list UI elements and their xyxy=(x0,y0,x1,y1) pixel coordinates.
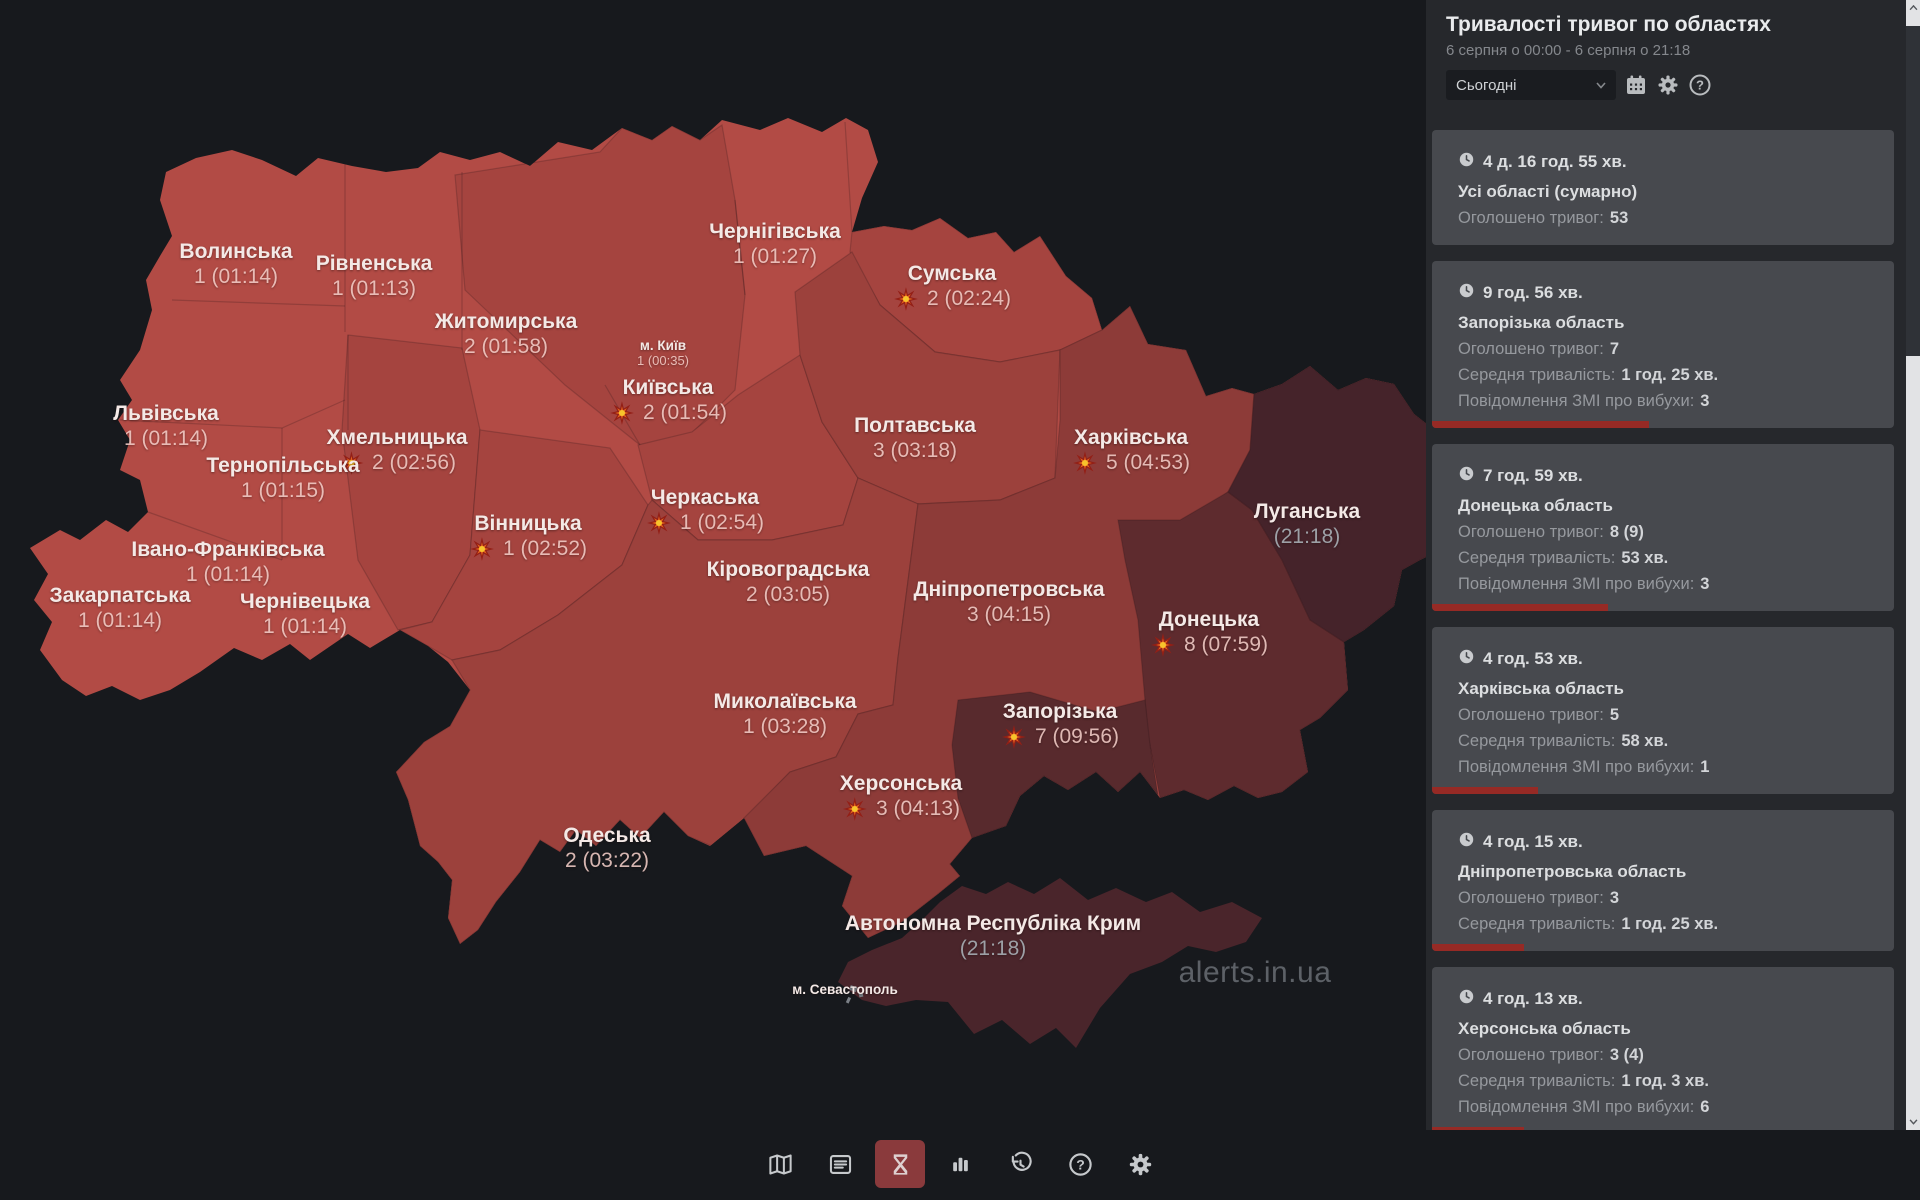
region-cards-list: 4 д. 16 год. 55 хв. Усі області (сумарно… xyxy=(1432,130,1894,1130)
stat-row: Повідомлення ЗМІ про вибухи: 6 xyxy=(1458,1098,1710,1116)
region-name: Усі області (сумарно) xyxy=(1458,182,1638,201)
bar-chart-icon[interactable] xyxy=(935,1140,985,1188)
oblast-borders xyxy=(119,121,853,561)
region-zaporizhzhia[interactable] xyxy=(951,691,1159,839)
help-icon[interactable]: ? xyxy=(1055,1140,1105,1188)
duration-text: 4 д. 16 год. 55 хв. xyxy=(1483,152,1627,171)
duration-bar xyxy=(1432,421,1650,428)
stat-row: Середня тривалість: 1 год. 25 хв. xyxy=(1458,366,1719,384)
region-sumy[interactable] xyxy=(849,217,1103,363)
region-crimea[interactable] xyxy=(838,878,1262,1048)
stat-row: Оголошено тривог: 3 (4) xyxy=(1458,1046,1644,1064)
duration-bar xyxy=(1432,1127,1525,1130)
stat-row: Оголошено тривог: 7 xyxy=(1458,340,1620,358)
region-stats-card[interactable]: 4 д. 16 год. 55 хв. Усі області (сумарно… xyxy=(1432,130,1894,245)
calendar-icon[interactable] xyxy=(1624,73,1648,97)
region-name: Херсонська область xyxy=(1458,1019,1631,1038)
sidebar-header: Тривалості тривог по областях 6 серпня о… xyxy=(1426,0,1920,100)
hourglass-icon[interactable] xyxy=(875,1140,925,1188)
stat-row: Оголошено тривог: 3 xyxy=(1458,889,1620,907)
alert-duration: 7 год. 59 хв. xyxy=(1458,465,1868,487)
history-icon[interactable] xyxy=(995,1140,1045,1188)
region-stats-card[interactable]: 7 год. 59 хв. Донецька область Оголошено… xyxy=(1432,444,1894,611)
settings-gear-icon[interactable] xyxy=(1115,1140,1165,1188)
clock-icon xyxy=(1459,832,1474,847)
svg-text:?: ? xyxy=(1076,1156,1085,1172)
stat-row: Повідомлення ЗМІ про вибухи: 3 xyxy=(1458,575,1710,593)
alert-duration: 9 год. 56 хв. xyxy=(1458,282,1868,304)
region-zhytomyr-kyiv[interactable] xyxy=(454,123,746,446)
watermark-link[interactable]: alerts.in.ua xyxy=(1178,956,1332,989)
sidebar-controls: Сьогодні xyxy=(1446,70,1886,100)
list-icon[interactable] xyxy=(815,1140,865,1188)
region-name: Донецька область xyxy=(1458,496,1613,515)
region-stats-card[interactable]: 4 год. 13 хв. Херсонська область Оголоше… xyxy=(1432,967,1894,1130)
scroll-down-icon[interactable] xyxy=(1906,1114,1920,1130)
region-stats-card[interactable]: 4 год. 53 хв. Харківська область Оголоше… xyxy=(1432,627,1894,794)
region-stats-card[interactable]: 9 год. 56 хв. Запорізька область Оголоше… xyxy=(1432,261,1894,428)
clock-icon xyxy=(1459,283,1474,298)
stat-row: Середня тривалість: 1 год. 3 хв. xyxy=(1458,1072,1709,1090)
stat-row: Оголошено тривог: 5 xyxy=(1458,706,1620,724)
bottom-toolbar: ? xyxy=(755,1140,1165,1188)
duration-bar xyxy=(1432,944,1525,951)
stat-row: Оголошено тривог: 8 (9) xyxy=(1458,523,1644,541)
scroll-up-icon[interactable] xyxy=(1906,0,1920,16)
clock-icon xyxy=(1459,466,1474,481)
clock-icon xyxy=(1459,152,1474,167)
help-icon[interactable]: ? xyxy=(1688,73,1712,97)
stat-row: Середня тривалість: 53 хв. xyxy=(1458,549,1669,567)
period-select[interactable]: Сьогодні xyxy=(1446,70,1616,100)
stat-row: Середня тривалість: 1 год. 25 хв. xyxy=(1458,915,1719,933)
chevron-down-icon xyxy=(1596,81,1606,89)
alert-duration: 4 год. 53 хв. xyxy=(1458,648,1868,670)
duration-text: 9 год. 56 хв. xyxy=(1483,283,1583,302)
region-stats-card[interactable]: 4 год. 15 хв. Дніпропетровська область О… xyxy=(1432,810,1894,951)
stat-row: Середня тривалість: 58 хв. xyxy=(1458,732,1669,750)
stat-row: Повідомлення ЗМІ про вибухи: 1 xyxy=(1458,758,1710,776)
region-name: Дніпропетровська область xyxy=(1458,862,1687,881)
map-icon[interactable] xyxy=(755,1140,805,1188)
alert-duration: 4 д. 16 год. 55 хв. xyxy=(1458,151,1868,173)
duration-text: 4 год. 53 хв. xyxy=(1483,649,1583,668)
duration-text: 4 год. 13 хв. xyxy=(1483,989,1583,1008)
stat-row: Оголошено тривог: 53 xyxy=(1458,209,1629,227)
clock-icon xyxy=(1459,989,1474,1004)
sidebar-scrollbar[interactable] xyxy=(1906,0,1920,1130)
duration-bar xyxy=(1432,787,1539,794)
svg-text:?: ? xyxy=(1696,78,1704,93)
alert-duration: 4 год. 15 хв. xyxy=(1458,831,1868,853)
period-select-value: Сьогодні xyxy=(1456,76,1517,94)
page-title: Тривалості тривог по областях xyxy=(1446,13,1771,36)
region-name: Запорізька область xyxy=(1458,313,1625,332)
settings-gear-icon[interactable] xyxy=(1656,73,1680,97)
duration-text: 7 год. 59 хв. xyxy=(1483,466,1583,485)
scrollbar-thumb[interactable] xyxy=(1906,26,1920,356)
alert-duration: 4 год. 13 хв. xyxy=(1458,988,1868,1010)
stat-row: Повідомлення ЗМІ про вибухи: 3 xyxy=(1458,392,1710,410)
region-name: Харківська область xyxy=(1458,679,1624,698)
duration-bar xyxy=(1432,604,1608,611)
alerts-sidebar: Тривалості тривог по областях 6 серпня о… xyxy=(1426,0,1920,1130)
duration-text: 4 год. 15 хв. xyxy=(1483,832,1583,851)
sevastopol-marker xyxy=(845,985,864,1004)
region-donetsk[interactable] xyxy=(1117,491,1349,801)
date-range: 6 серпня о 00:00 - 6 серпня о 21:18 xyxy=(1446,42,1691,59)
clock-icon xyxy=(1459,649,1474,664)
